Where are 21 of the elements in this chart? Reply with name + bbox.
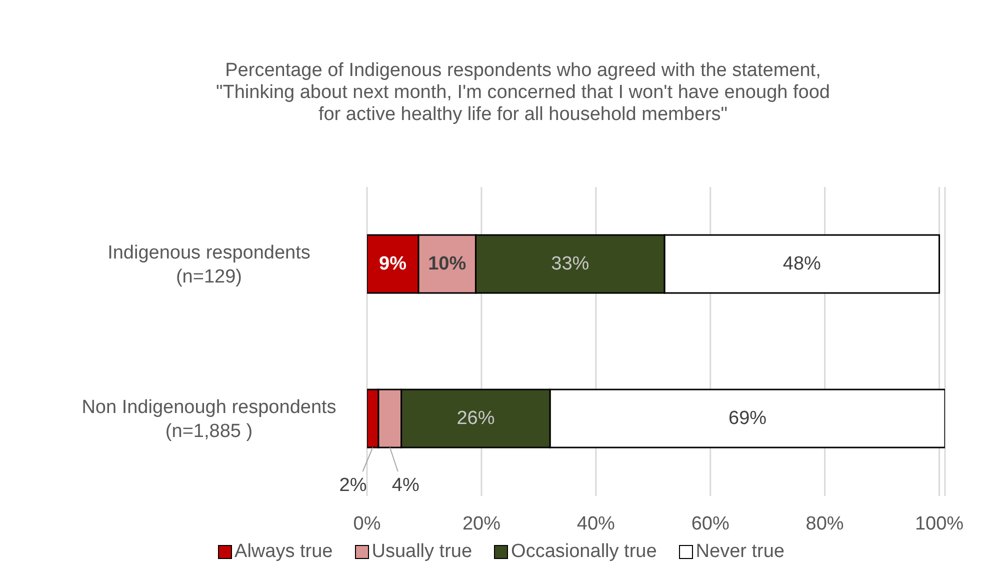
chart-title: Percentage of Indigenous respondents who agreed with the statement, "Thinking about next month, I'm concerned that I won't have enough food for active healthy life for all household members" [215, 60, 831, 127]
data-label: 33% [551, 254, 590, 274]
x-tick-label: 100% [914, 513, 964, 534]
data-label: 26% [456, 408, 495, 429]
data-label: 48% [782, 254, 822, 274]
x-tick-label: 80% [806, 513, 844, 534]
data-label: 4% [392, 475, 420, 496]
legend-label: Usually true [372, 541, 472, 563]
legend-label: Occasionally true [511, 541, 657, 563]
y-tick-label: Indigenous respondents (n=129) [108, 242, 310, 287]
data-label: 9% [379, 254, 407, 274]
legend-label: Never true [696, 541, 784, 563]
data-label: 69% [728, 408, 767, 429]
x-tick-label: 0% [353, 513, 381, 534]
data-label: 2% [339, 475, 367, 496]
y-tick-label: Non Indigenough respondents (n=1,885 ) [82, 396, 336, 442]
legend-label: Always true [234, 541, 333, 563]
data-label: 10% [428, 254, 466, 274]
x-tick-label: 60% [691, 513, 730, 534]
x-tick-label: 20% [462, 513, 501, 534]
x-tick-label: 40% [576, 513, 616, 534]
